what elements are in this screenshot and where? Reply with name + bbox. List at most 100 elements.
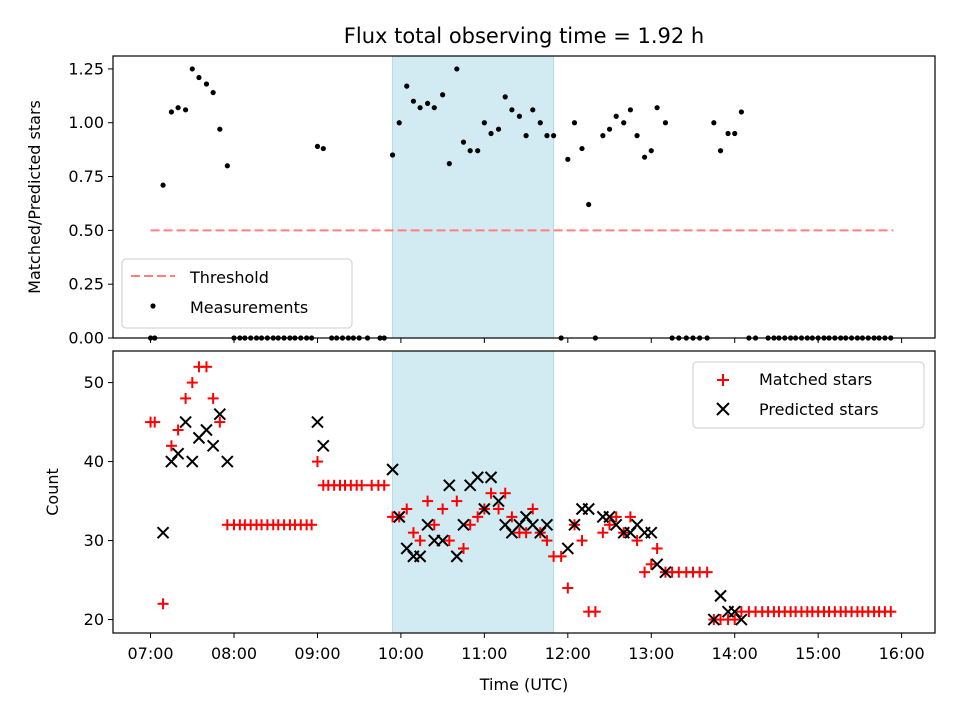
measurement-point <box>217 126 223 132</box>
measurement-point <box>565 156 571 162</box>
matched-star-marker <box>562 582 574 594</box>
measurement-point <box>544 133 550 139</box>
matched-star-marker <box>311 456 323 468</box>
bottom-x-tick-label: 11:00 <box>461 644 507 663</box>
matched-star-marker <box>701 566 713 578</box>
predicted-star-stroke-b <box>728 605 741 618</box>
bottom-y-ticks: 20 30 40 50 <box>84 373 113 629</box>
predicted-star-marker <box>206 439 220 452</box>
predicted-star-stroke-b <box>714 589 727 603</box>
measurement-point <box>454 66 460 72</box>
top-highlight-span <box>392 55 555 339</box>
measurement-point <box>495 126 502 132</box>
top-y-tick-label: 0.00 <box>68 329 104 348</box>
matched-star-marker <box>472 511 484 523</box>
matched-star-marker <box>651 542 663 554</box>
top-x-ticks <box>150 338 903 343</box>
measurement-point <box>654 105 660 111</box>
predicted-star-stroke-b <box>484 471 498 484</box>
measurement-point <box>488 130 494 137</box>
measurement-point <box>467 148 473 154</box>
measurement-point <box>537 120 543 126</box>
measurement-point <box>579 145 585 152</box>
bottom-x-tick-label: 15:00 <box>795 644 841 663</box>
legend-matched-label: Matched stars <box>759 370 872 389</box>
matched-star-marker <box>428 519 440 531</box>
measurement-point <box>606 126 613 132</box>
matched-star-marker <box>555 550 567 562</box>
measurement-point <box>732 130 738 137</box>
matched-star-marker <box>541 535 553 547</box>
bottom-x-tick-label: 09:00 <box>294 644 340 663</box>
predicted-star-marker <box>413 550 427 563</box>
predicted-star-marker <box>492 494 505 508</box>
measurement-point <box>613 113 619 119</box>
predicted-star-marker <box>436 534 449 547</box>
matched-star-marker <box>443 535 455 547</box>
predicted-star-marker <box>200 423 213 437</box>
predicted-star-stroke-b <box>156 526 170 539</box>
predicted-star-marker <box>561 542 575 555</box>
predicted-star-marker <box>213 407 227 421</box>
measurement-point <box>634 133 640 139</box>
matched-star-marker <box>149 416 161 428</box>
predicted-star-marker <box>484 471 498 484</box>
measurement-point <box>571 120 578 126</box>
measurement-point <box>509 107 515 113</box>
predicted-star-stroke-b <box>492 494 505 508</box>
predicted-star-stroke-b <box>645 526 658 539</box>
measurement-point <box>183 107 189 113</box>
measurement-point <box>404 83 410 89</box>
predicted-star-stroke-b <box>568 518 581 531</box>
measurement-point <box>314 143 321 150</box>
matched-star-marker <box>401 503 413 515</box>
measurement-point <box>551 133 557 139</box>
matched-star-marker <box>589 606 601 618</box>
top-y-axis-label: Matched/Predicted stars <box>25 100 44 294</box>
top-y-tick-label: 0.75 <box>68 167 104 186</box>
predicted-star-stroke-b <box>526 518 539 531</box>
legend-measurements-label: Measurements <box>190 298 308 317</box>
measurement-point <box>175 105 181 111</box>
matched-star-marker <box>520 527 532 539</box>
predicted-star-stroke-b <box>650 558 664 571</box>
predicted-star-stroke-b <box>421 518 434 531</box>
predicted-star-marker <box>221 455 234 468</box>
matched-star-marker <box>499 487 511 499</box>
matched-star-marker <box>422 495 434 507</box>
bottom-x-tick-label: 12:00 <box>545 644 591 663</box>
measurement-point <box>168 109 175 115</box>
matched-star-marker <box>493 503 505 515</box>
matched-stars-points <box>145 361 897 626</box>
matched-star-marker <box>457 542 469 554</box>
matched-star-marker <box>597 527 609 539</box>
matched-star-marker <box>378 479 390 491</box>
matched-star-marker <box>604 519 616 531</box>
predicted-star-marker <box>443 479 456 492</box>
measurement-point <box>586 201 592 208</box>
predicted-star-stroke-b <box>630 518 644 531</box>
chart-title: Flux total observing time = 1.92 h <box>344 24 704 48</box>
matched-star-marker <box>451 495 463 507</box>
predicted-star-marker <box>714 589 727 603</box>
top-legend-box <box>121 258 353 329</box>
measurement-point <box>196 74 202 81</box>
measurement-point <box>160 182 166 188</box>
predicted-star-stroke-b <box>610 518 623 531</box>
predicted-star-marker <box>540 518 554 531</box>
measurement-point <box>530 107 536 113</box>
matched-star-marker <box>624 511 636 523</box>
top-y-tick-label: 1.00 <box>68 113 104 132</box>
measurement-point <box>738 109 744 115</box>
top-frame <box>112 55 936 339</box>
top-y-tick-label: 0.25 <box>68 275 104 294</box>
bottom-y-tick-label: 20 <box>84 610 104 629</box>
predicted-star-stroke-b <box>221 455 234 468</box>
predicted-star-marker <box>179 415 192 429</box>
predicted-stars-points <box>156 407 748 626</box>
measurement-point <box>516 113 523 119</box>
measurement-point <box>600 133 606 139</box>
measurement-point <box>320 145 326 152</box>
predicted-star-stroke-b <box>603 510 616 524</box>
predicted-star-marker <box>186 455 199 468</box>
